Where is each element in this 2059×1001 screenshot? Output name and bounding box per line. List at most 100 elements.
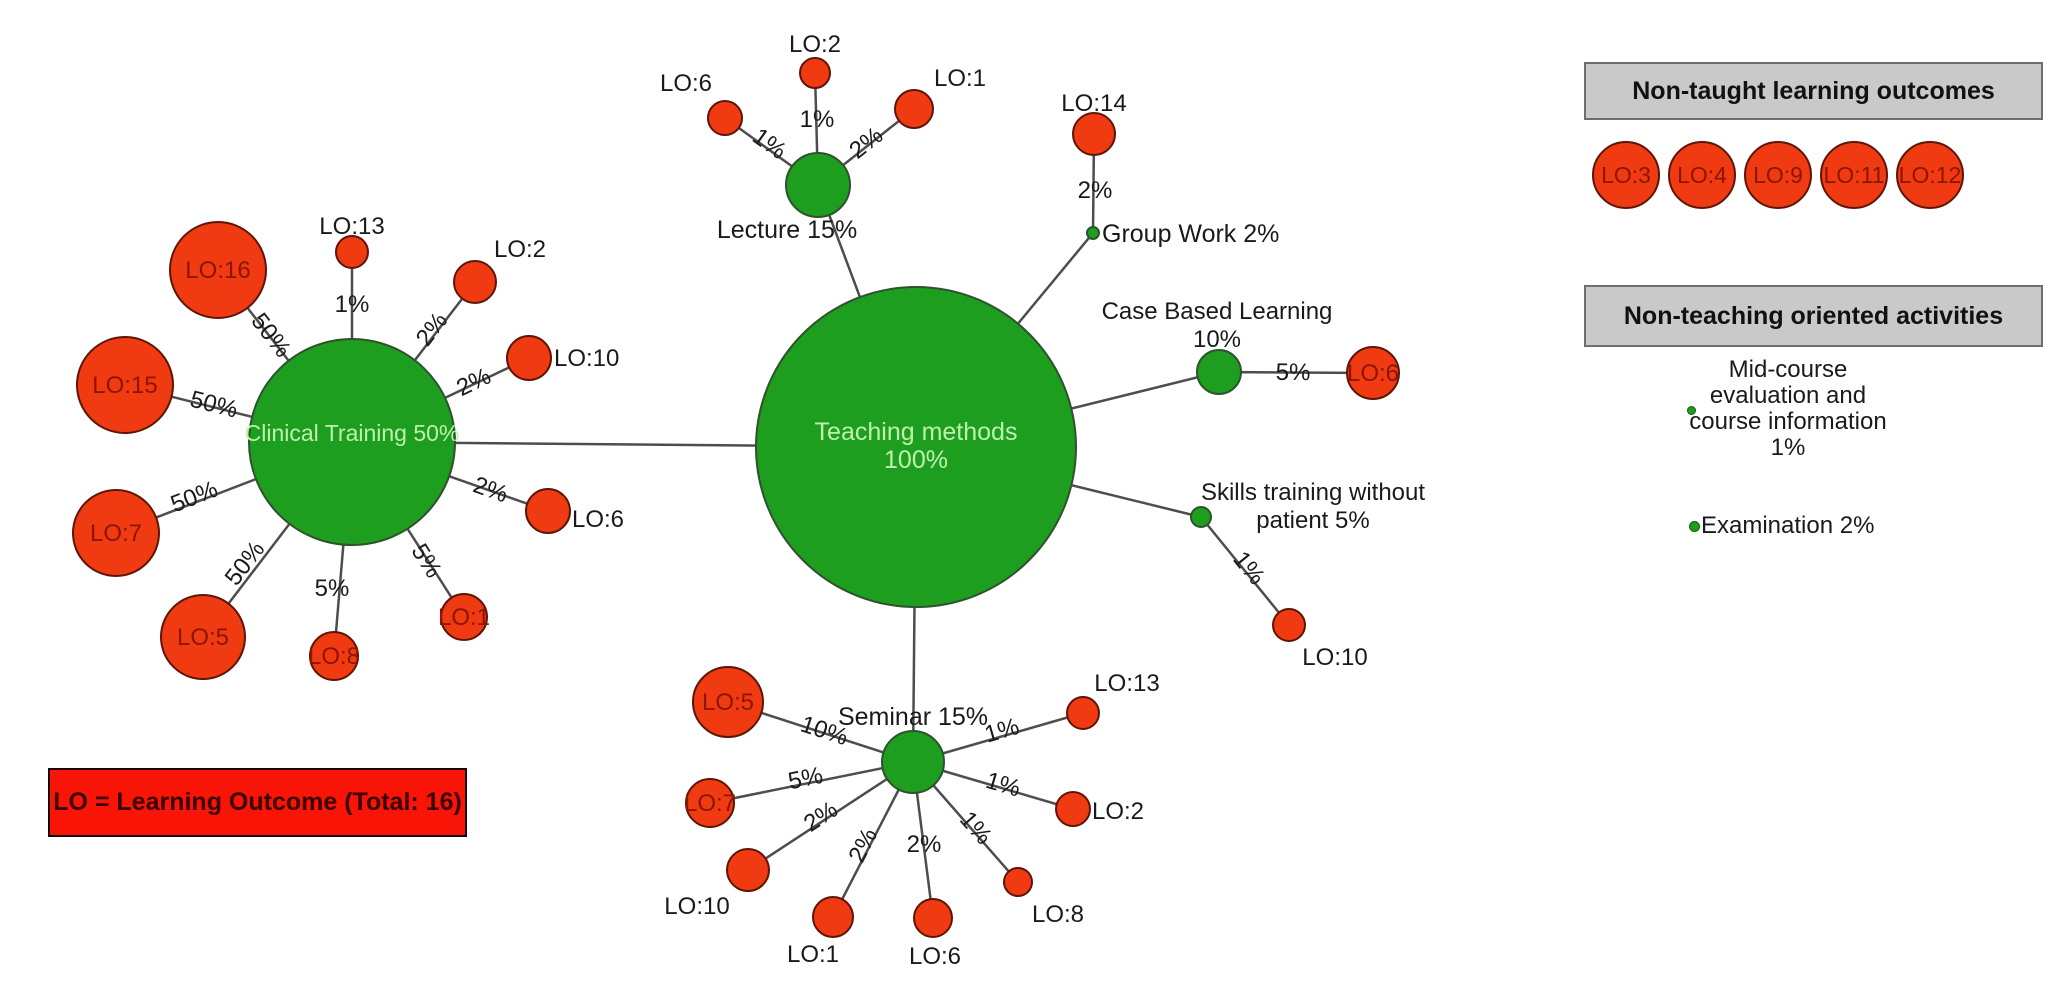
node-label-s7: LO:7 [684, 790, 736, 817]
node-c10 [506, 335, 552, 381]
node-label-s6: LO:6 [909, 943, 961, 970]
node-GW [1086, 226, 1100, 240]
node-label-s2: LO:2 [1092, 798, 1144, 825]
node-label-S: Seminar 15% [838, 703, 988, 731]
node-label-s13: LO:13 [1094, 670, 1159, 697]
node-label-c8: LO:8 [308, 643, 360, 670]
node-label-c15: LO:15 [92, 372, 157, 399]
edge-label-C-c15: 50% [187, 386, 240, 424]
edge-label-GW-l14: 2% [1078, 177, 1113, 204]
non-teaching-legend-box: Non-teaching oriented activities [1584, 285, 2043, 347]
node-label-l6: LO:6 [660, 70, 712, 97]
node-label-sk10: LO:10 [1302, 644, 1367, 671]
node-c7 [72, 489, 160, 577]
node-label-l2: LO:2 [789, 31, 841, 58]
legend-lo-circle: LO:12 [1896, 141, 1964, 209]
node-label-cb6: LO:6 [1347, 360, 1399, 387]
node-SK [1190, 506, 1212, 528]
edge-label-C-c7: 50% [167, 476, 222, 518]
node-l6 [707, 100, 743, 136]
node-label-l1: LO:1 [934, 65, 986, 92]
node-c13 [335, 235, 369, 269]
node-label-c1: LO:1 [438, 604, 490, 631]
node-L [785, 152, 851, 218]
node-label-c16: LO:16 [185, 257, 250, 284]
legend-lo-circle: LO:11 [1820, 141, 1888, 209]
node-label-T: Teaching methods 100% [815, 418, 1018, 474]
node-l1 [894, 89, 934, 129]
node-label-c13: LO:13 [319, 213, 384, 240]
node-cb6 [1346, 346, 1400, 400]
edge-label-C-c10: 2% [452, 363, 495, 402]
edge-label-S-s6: 2% [907, 831, 942, 858]
lo-note-text: LO = Learning Outcome (Total: 16) [53, 788, 462, 816]
node-C [248, 338, 456, 546]
edge-label-C-c5: 50% [220, 536, 271, 591]
node-c8 [309, 631, 359, 681]
node-c5 [160, 594, 246, 680]
examination-activity-label: Examination 2% [1701, 512, 1875, 539]
node-label-s5: LO:5 [702, 689, 754, 716]
node-c15 [76, 336, 174, 434]
node-c2 [453, 260, 497, 304]
node-s5 [692, 666, 764, 738]
legend-lo-circle: LO:3 [1592, 141, 1660, 209]
node-label-c5: LO:5 [177, 624, 229, 651]
edge-label-S-s8: 1% [954, 806, 997, 850]
non-teaching-legend-title: Non-teaching oriented activities [1623, 301, 2004, 330]
edge-label-S-s7: 5% [786, 762, 825, 795]
node-label-c2: LO:2 [494, 236, 546, 263]
node-s2 [1055, 791, 1091, 827]
node-S [881, 730, 945, 794]
edge-S-s10 [747, 760, 914, 872]
edge-label-C-c13: 1% [335, 291, 370, 318]
node-s13 [1066, 696, 1100, 730]
edge-label-C-c1: 5% [406, 539, 447, 583]
node-label-SK: Skills training without patient 5% [1201, 479, 1425, 534]
node-label-s10: LO:10 [664, 893, 729, 920]
legend-lo-circle: LO:4 [1668, 141, 1736, 209]
node-c16 [169, 221, 267, 319]
node-T [755, 286, 1077, 608]
examination-dot-icon [1689, 521, 1700, 532]
node-c6 [525, 488, 571, 534]
node-label-CBL: Case Based Learning 10% [1102, 298, 1333, 353]
edge-label-SK-sk10: 1% [1227, 546, 1270, 590]
edge-label-CBL-cb6: 5% [1276, 359, 1311, 386]
lo-note-box: LO = Learning Outcome (Total: 16) [48, 768, 467, 837]
node-sk10 [1272, 608, 1306, 642]
node-s6 [913, 898, 953, 938]
non-taught-legend-box: Non-taught learning outcomes [1584, 62, 2043, 120]
edge-label-L-l6: 1% [747, 123, 791, 165]
non-taught-legend-title: Non-taught learning outcomes [1632, 76, 1995, 105]
edge-SK-sk10 [1200, 516, 1290, 626]
legend-lo-circle: LO:9 [1744, 141, 1812, 209]
edge-label-L-l2: 1% [800, 106, 835, 133]
node-label-s1: LO:1 [787, 941, 839, 968]
node-label-c6: LO:6 [572, 506, 624, 533]
node-label-L: Lecture 15% [717, 216, 857, 244]
node-l14 [1072, 112, 1116, 156]
node-s8 [1003, 867, 1033, 897]
node-label-c7: LO:7 [90, 520, 142, 547]
node-label-l14: LO:14 [1061, 90, 1126, 117]
mid-course-dot-icon [1687, 406, 1696, 415]
edge-label-C-c8: 5% [315, 575, 350, 602]
edge-label-C-c6: 2% [470, 471, 512, 508]
edge-label-S-s2: 1% [983, 767, 1024, 803]
node-CBL [1196, 349, 1242, 395]
node-s7 [685, 778, 735, 828]
node-label-c10: LO:10 [554, 345, 619, 372]
node-c1 [440, 593, 488, 641]
node-s1 [812, 896, 854, 938]
edge-label-C-c2: 2% [411, 307, 454, 351]
node-label-C: Clinical Training 50% [245, 420, 460, 446]
node-label-GW: Group Work 2% [1102, 220, 1279, 248]
non-taught-items: LO:3 LO:4 LO:9 LO:11 LO:12 [1592, 141, 1964, 209]
node-l2 [799, 57, 831, 89]
edge-S-s7 [709, 760, 914, 805]
node-s10 [726, 848, 770, 892]
node-label-s8: LO:8 [1032, 901, 1084, 928]
